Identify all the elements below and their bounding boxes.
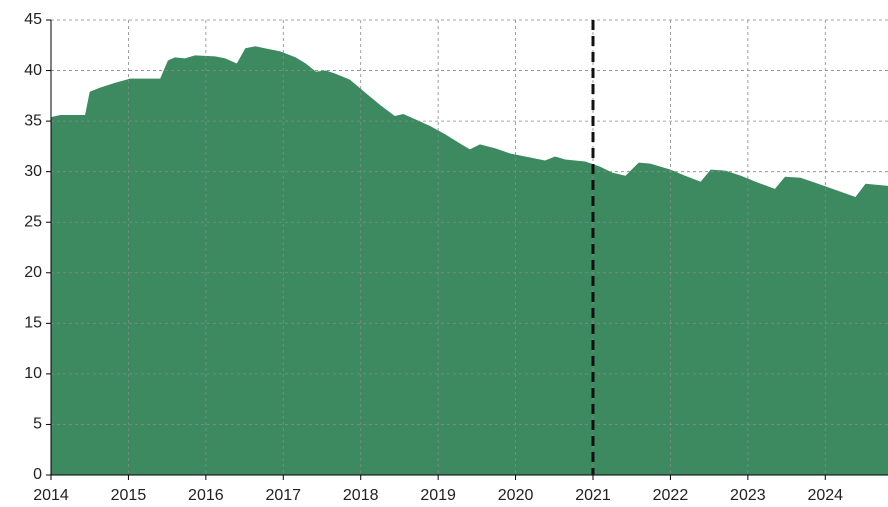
x-tick-label: 2021 <box>575 487 611 504</box>
x-tick-label: 2023 <box>730 487 766 504</box>
x-tick-label: 2014 <box>33 487 69 504</box>
y-tick-label: 35 <box>24 112 42 129</box>
x-tick-label: 2018 <box>343 487 379 504</box>
y-tick-label: 30 <box>24 163 42 180</box>
y-tick-label: 10 <box>24 365 42 382</box>
x-tick-label: 2016 <box>188 487 224 504</box>
y-tick-label: 5 <box>33 416 42 433</box>
y-tick-label: 0 <box>33 466 42 483</box>
area <box>51 46 888 476</box>
y-tick-label: 25 <box>24 213 42 230</box>
y-tick-label: 15 <box>24 315 42 332</box>
x-tick-label: 2017 <box>265 487 301 504</box>
y-tick-label: 40 <box>24 62 42 79</box>
x-tick-label: 2024 <box>807 487 843 504</box>
y-tick-label: 20 <box>24 264 42 281</box>
x-tick-label: 2019 <box>420 487 456 504</box>
x-tick-label: 2022 <box>653 487 689 504</box>
x-tick-label: 2015 <box>111 487 147 504</box>
y-tick-label: 45 <box>24 11 42 28</box>
x-tick-label: 2020 <box>498 487 534 504</box>
